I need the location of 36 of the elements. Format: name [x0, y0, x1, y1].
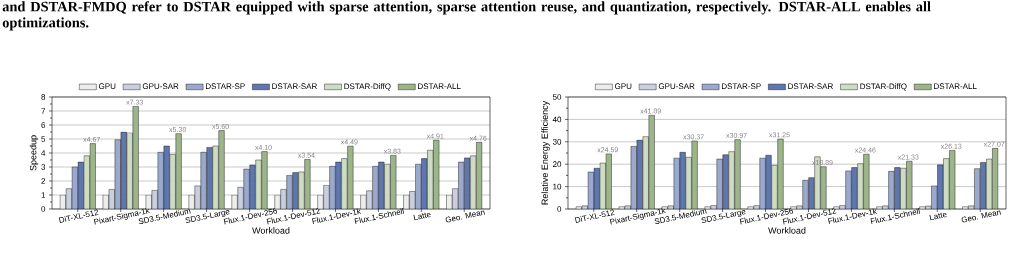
y-tick-label: 2 — [41, 178, 46, 184]
x-tick-label: Geo. Mean — [445, 210, 485, 223]
y-tick-label: 5 — [41, 136, 46, 142]
legend-label: GPU — [98, 83, 116, 90]
y-tick-label: 0 — [41, 206, 46, 212]
x-axis-title: Workload — [252, 227, 290, 234]
x-tick-label: Geo. Mean — [961, 210, 1001, 223]
x-tick-label: Latte — [929, 212, 947, 221]
y-tick-label: 30 — [552, 138, 562, 145]
legend-label: GPU — [615, 83, 632, 90]
y-axis-title: Speedup — [29, 135, 39, 171]
y-tick-label: 50 — [552, 94, 562, 100]
y-tick-label: 1 — [41, 192, 46, 198]
x-axis-title: Workload — [768, 227, 806, 234]
legend-label: DSTAR-SP — [205, 83, 245, 90]
y-tick-label: 40 — [552, 116, 562, 123]
legend-label: DSTAR-SAR — [272, 83, 317, 90]
legend-label: DSTAR-DiffQ — [860, 83, 907, 91]
y-tick-label: 8 — [41, 94, 46, 100]
legend-label: GPU-SAR — [658, 83, 695, 90]
y-tick-label: 10 — [553, 183, 562, 190]
legend-label: DSTAR-ALL — [418, 83, 461, 90]
y-axis-title: Relative Energy Efficiency — [541, 100, 550, 205]
legend-label: GPU-SAR — [142, 83, 179, 90]
legend-label: DSTAR-SP — [721, 83, 761, 90]
y-tick-label: 4 — [41, 150, 46, 156]
text: and DSTAR-FMDQ refer to DSTAR equipped with sparse attention, sparse attention reuse, and quantization, respectively. DSTAR-ALL enables all optimizations. — [2, 1, 931, 31]
legend-label: DSTAR-ALL — [934, 83, 977, 90]
y-tick-label: 20 — [552, 161, 562, 168]
y-tick-label: 7 — [41, 108, 46, 114]
y-tick-label: 0 — [557, 206, 562, 212]
y-tick-label: 6 — [41, 122, 46, 128]
y-tick-label: 3 — [41, 164, 46, 170]
legend-label: DSTAR-DiffQ — [344, 83, 391, 91]
legend-label: DSTAR-SAR — [788, 83, 833, 90]
x-tick-label: Latte — [413, 212, 431, 221]
